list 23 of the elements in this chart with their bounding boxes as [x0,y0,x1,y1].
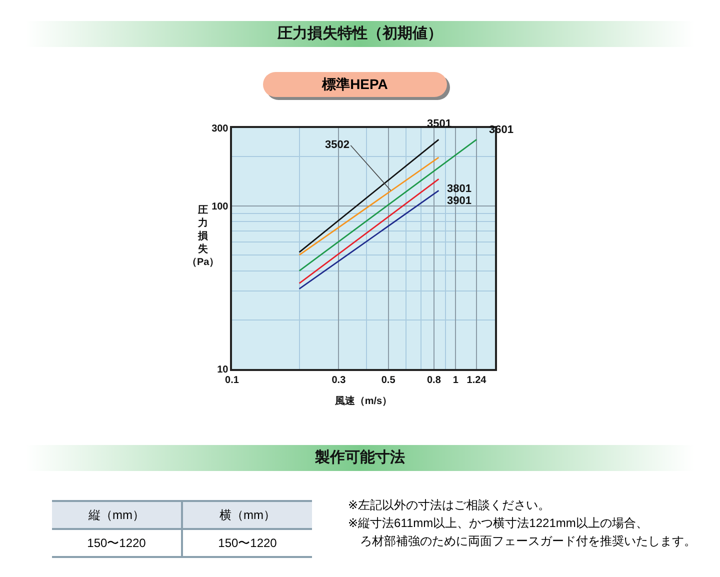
x-tick-label: 0.3 [332,374,346,386]
text: 150〜1220 [182,529,312,557]
category-label: 縦（mm） [52,501,182,529]
category-label: 横（mm） [182,501,312,529]
text: 製作可能寸法 [25,445,695,471]
text: ※左記以外の寸法はご相談ください。 [348,497,552,514]
x-axis-title: 風速（m/s） [334,394,392,407]
chart-title: 圧力損失特性（初期値） [25,21,695,47]
y-tick-label: 100 [212,201,229,212]
chart-subtitle: 標準HEPA [263,72,447,97]
series-label: 3901 [447,195,472,207]
x-tick-label: 0.8 [426,374,442,386]
y-tick-label: 300 [212,124,229,134]
series-label: 3801 [447,183,472,195]
text: ※縦寸法611mm以上、かつ横寸法1221mm以上の場合、 [348,515,649,532]
text: ろ材部補強のために両面フェースガード付を推奨いたします。 [359,533,696,550]
x-tick-label: 1.24 [466,374,487,386]
text: 3502 [325,139,350,151]
text: 150〜1220 [52,529,182,557]
y-tick-label: 10 [217,364,229,376]
x-tick-label: 1 [452,374,459,386]
x-tick-label: 0.1 [225,374,240,386]
x-tick-label: 0.5 [381,374,396,386]
